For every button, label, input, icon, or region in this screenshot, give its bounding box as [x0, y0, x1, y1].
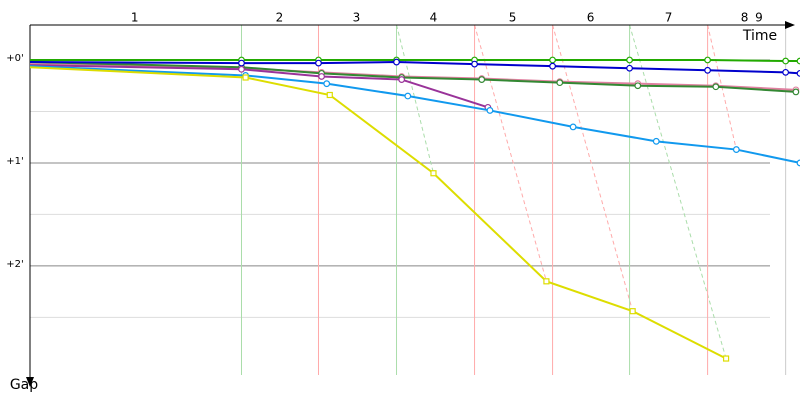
series-line: [29, 65, 800, 164]
lapped-line: [629, 24, 727, 359]
point: [326, 91, 333, 99]
lap-label: 1: [131, 11, 139, 25]
lap-label: 4: [430, 11, 438, 25]
point: [238, 59, 245, 67]
x-axis-label: Time: [742, 28, 777, 44]
point: [398, 76, 406, 83]
point: [543, 278, 550, 285]
point: [626, 56, 633, 64]
lap-label: 9: [755, 11, 763, 25]
point: [704, 56, 711, 64]
point: [652, 137, 660, 145]
point: [478, 76, 486, 83]
point: [549, 62, 556, 70]
point: [792, 88, 800, 96]
point: [242, 74, 249, 81]
point: [796, 57, 800, 65]
point: [634, 82, 642, 90]
lap-label: 8: [741, 11, 749, 25]
point: [393, 58, 400, 66]
point: [782, 57, 790, 65]
lapped-line: [474, 24, 547, 282]
y-tick-label: +1': [6, 156, 24, 167]
point: [626, 64, 633, 72]
y-tick-label: +0': [6, 53, 24, 64]
series-line: [29, 66, 727, 360]
x-axis-arrow: [785, 21, 795, 29]
point: [782, 68, 790, 76]
point: [732, 146, 740, 153]
lap-label: 5: [509, 11, 517, 25]
point: [238, 65, 245, 73]
lap-label: 7: [665, 11, 673, 25]
point: [315, 59, 322, 67]
point: [318, 73, 325, 80]
point: [323, 80, 331, 88]
lapped-line: [552, 24, 634, 312]
point: [486, 107, 494, 114]
point: [549, 56, 556, 64]
point: [796, 69, 800, 77]
lapped-line: [396, 24, 434, 174]
y-tick-label: +2': [6, 259, 24, 270]
point: [404, 92, 412, 100]
lap-label: 6: [587, 11, 595, 25]
point: [569, 123, 577, 131]
series-line: [29, 61, 800, 75]
point: [430, 170, 437, 177]
y-axis-arrow: [26, 377, 34, 387]
lap-label: 3: [353, 11, 361, 25]
lap-label: 2: [276, 11, 284, 25]
point: [471, 60, 478, 68]
point: [704, 66, 711, 74]
point: [722, 355, 730, 362]
series-line: [30, 59, 800, 63]
point: [556, 79, 564, 87]
point: [712, 83, 720, 91]
y-axis-label: Gap: [10, 377, 38, 393]
point: [629, 308, 636, 315]
point: [796, 159, 800, 167]
